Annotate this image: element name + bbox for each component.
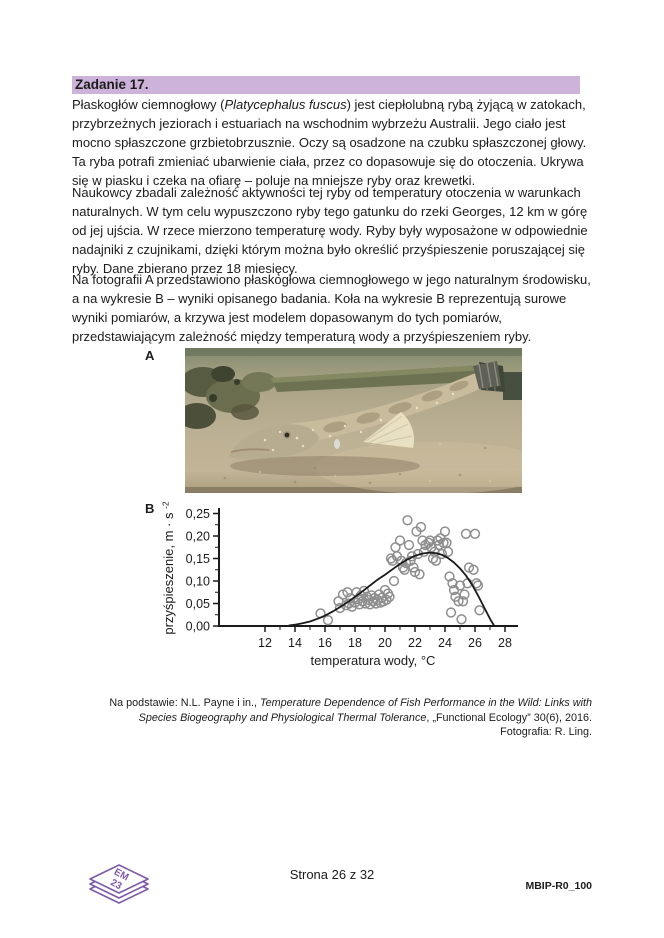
svg-text:0,25: 0,25 <box>186 507 210 521</box>
page-number: Strona 26 z 32 <box>289 867 375 882</box>
svg-text:0,05: 0,05 <box>186 597 210 611</box>
logo-text-line2: 23 <box>108 877 123 892</box>
source-note-suffix: , „Functional Ecology” 30(6), 2016. <box>426 711 592 724</box>
paragraph-intro-rest: ) jest ciepłolubną rybą żyjącą w zatokac… <box>72 97 587 188</box>
paragraph-figures: Na fotografii A przedstawiono płaskogłow… <box>72 272 591 344</box>
photo-credit: Fotografia: R. Ling. <box>500 726 592 738</box>
fish-tail-stripes <box>478 361 499 389</box>
svg-text:24: 24 <box>438 636 452 650</box>
flathead-photo <box>185 348 522 493</box>
paragraph-study: Naukowcy zbadali zależność aktywności te… <box>72 185 588 276</box>
exam-logo-icon: EM 23 <box>89 864 149 904</box>
task-header: Zadanie 17. <box>72 76 580 94</box>
rocks <box>185 366 276 429</box>
source-note: Na podstawie: N.L. Payne i in., Temperat… <box>72 696 592 740</box>
fish-gill <box>334 439 340 449</box>
source-note-prefix: Na podstawie: N.L. Payne i in., <box>109 697 261 709</box>
svg-text:0,00: 0,00 <box>186 620 210 634</box>
svg-text:22: 22 <box>408 636 422 650</box>
fish-head <box>229 424 319 460</box>
fish-mouth <box>230 448 270 453</box>
svg-text:temperatura wody, °C: temperatura wody, °C <box>311 653 436 668</box>
scatter-chart: 12 14 16 18 20 22 24 26 28 0,00 0,05 0,10 0,15 0,20 0,… <box>161 501 518 668</box>
svg-text:16: 16 <box>318 636 332 650</box>
figure-a-label: A <box>145 348 155 363</box>
svg-text:28: 28 <box>498 636 512 650</box>
svg-text:przyśpieszenie, m · s -2: przyśpieszenie, m · s -2 <box>161 501 177 635</box>
fish-saddle-bands <box>323 380 469 433</box>
svg-text:12: 12 <box>258 636 272 650</box>
fish-shadow <box>230 456 420 476</box>
svg-text:26: 26 <box>468 636 482 650</box>
svg-text:20: 20 <box>378 636 392 650</box>
fish <box>229 361 501 476</box>
svg-text:0,15: 0,15 <box>186 552 210 566</box>
svg-text:0,10: 0,10 <box>186 575 210 589</box>
figure-b-label: B <box>145 501 155 516</box>
svg-text:0,20: 0,20 <box>186 530 210 544</box>
fish-fin-rays <box>365 415 413 446</box>
fish-eye <box>284 432 290 438</box>
source-note-title: Temperature Dependence of Fish Performan… <box>138 697 592 724</box>
paragraph-intro: Płaskogłów ciemnogłowy (Platycephalus fu… <box>72 95 593 190</box>
gravel-speckles <box>223 442 492 485</box>
species-name-italic: Platycephalus fuscus <box>224 97 347 112</box>
svg-text:14: 14 <box>288 636 302 650</box>
paragraph-intro-text: Płaskogłów ciemnogłowy ( <box>72 97 225 112</box>
exam-code: MBIP-R0_100 <box>525 880 592 892</box>
svg-text:18: 18 <box>348 636 362 650</box>
seagrass-log <box>271 362 522 400</box>
